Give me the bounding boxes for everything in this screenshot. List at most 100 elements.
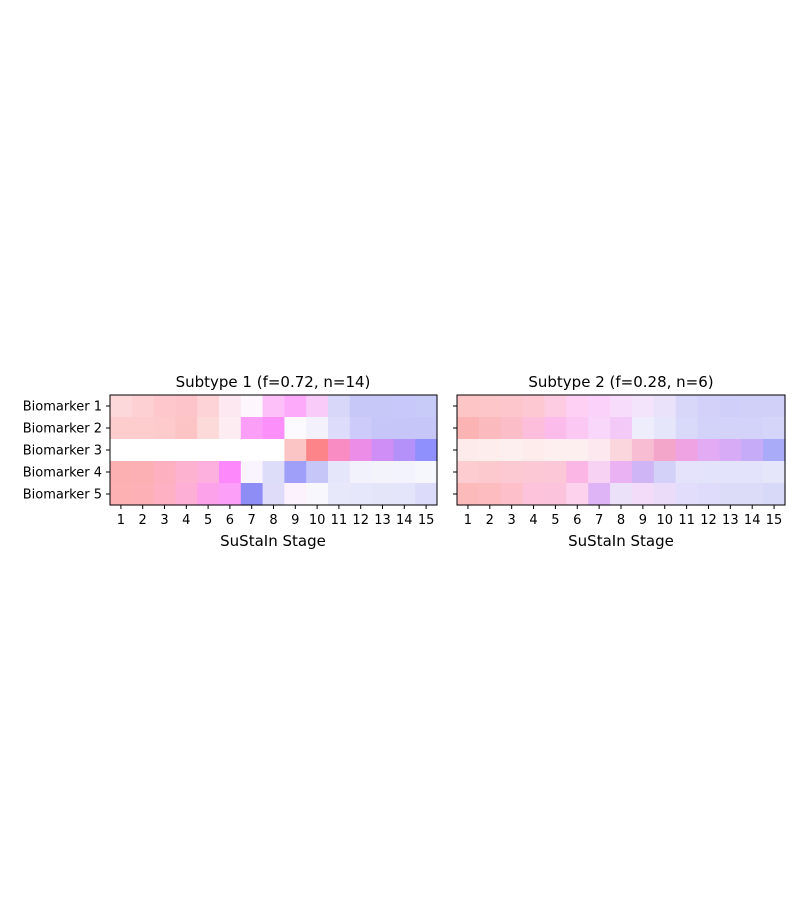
- heatmap-cell: [415, 483, 438, 506]
- heatmap-cell: [588, 439, 611, 462]
- heatmap-cells: [110, 395, 438, 506]
- heatmap-cell: [197, 395, 220, 418]
- x-tick-label: 1: [117, 513, 125, 528]
- heatmap-cell: [349, 439, 373, 462]
- x-tick-label: 13: [722, 513, 739, 528]
- heatmap-cell: [631, 395, 655, 418]
- heatmap-cell: [478, 483, 502, 506]
- heatmap-cell: [349, 417, 373, 440]
- heatmap-cell: [675, 483, 699, 506]
- heatmap-cell: [588, 417, 611, 440]
- heatmap-cell: [328, 483, 351, 506]
- heatmap-cell: [522, 417, 546, 440]
- x-tick-label: 5: [204, 513, 212, 528]
- heatmap-cell: [544, 439, 567, 462]
- heatmap-cell: [719, 417, 742, 440]
- heatmap-cell: [566, 417, 589, 440]
- x-tick-label: 1: [464, 513, 472, 528]
- heatmap-cell: [349, 483, 373, 506]
- heatmap-cell: [675, 417, 699, 440]
- heatmap-cell: [741, 417, 764, 440]
- x-tick-label: 7: [595, 513, 603, 528]
- x-tick-label: 14: [396, 513, 413, 528]
- x-tick-label: 3: [160, 513, 168, 528]
- heatmap-cell: [544, 395, 567, 418]
- heatmap-cell: [522, 461, 546, 484]
- heatmap-cell: [610, 483, 633, 506]
- heatmap-cell: [393, 417, 416, 440]
- heatmap-cell: [653, 439, 677, 462]
- heatmap-cell: [306, 483, 329, 506]
- heatmap-cell: [240, 461, 264, 484]
- heatmap-cell: [763, 417, 786, 440]
- x-tick-label: 10: [656, 513, 673, 528]
- x-tick-label: 14: [744, 513, 761, 528]
- heatmap-cell: [153, 439, 176, 462]
- heatmap-cell: [153, 483, 176, 506]
- heatmap-cell: [371, 439, 394, 462]
- x-tick-label: 5: [551, 513, 559, 528]
- x-tick-label: 13: [374, 513, 391, 528]
- x-tick-label: 12: [352, 513, 369, 528]
- y-tick-label: Biomarker 3: [23, 444, 102, 459]
- heatmap-cell: [741, 461, 764, 484]
- heatmap-cell: [153, 395, 176, 418]
- heatmap-cell: [306, 439, 329, 462]
- heatmap-cell: [349, 395, 373, 418]
- heatmap-cell: [415, 395, 438, 418]
- heatmap-cell: [588, 461, 611, 484]
- heatmap-cell: [457, 461, 480, 484]
- heatmap-cells: [457, 395, 786, 506]
- heatmap-cell: [393, 439, 416, 462]
- heatmap-cell: [697, 461, 720, 484]
- heatmap-cell: [131, 461, 155, 484]
- heatmap-cell: [153, 417, 176, 440]
- y-tick-label: Biomarker 1: [23, 400, 102, 415]
- heatmap-cell: [393, 395, 416, 418]
- heatmap-cell: [262, 417, 285, 440]
- heatmap-cell: [763, 439, 786, 462]
- heatmap-cell: [371, 461, 394, 484]
- y-tick-label: Biomarker 4: [23, 466, 102, 481]
- y-ticks: [453, 405, 457, 495]
- heatmap-panel-subtype-1: Subtype 1 (f=0.72, n=14) Biomarker 1 Biom…: [23, 373, 438, 550]
- heatmap-cell: [588, 395, 611, 418]
- heatmap-cell: [153, 461, 176, 484]
- heatmap-cell: [478, 417, 502, 440]
- heatmap-cell: [719, 461, 742, 484]
- heatmap-cell: [371, 417, 394, 440]
- heatmap-cell: [478, 439, 502, 462]
- heatmap-cell: [306, 417, 329, 440]
- heatmap-cell: [131, 417, 155, 440]
- heatmap-cell: [371, 395, 394, 418]
- heatmap-cell: [240, 483, 264, 506]
- heatmap-cell: [131, 483, 155, 506]
- heatmap-cell: [544, 461, 567, 484]
- y-tick-label: Biomarker 2: [23, 422, 102, 437]
- heatmap-cell: [544, 417, 567, 440]
- heatmap-cell: [500, 417, 524, 440]
- heatmap-cell: [697, 395, 720, 418]
- heatmap-cell: [478, 461, 502, 484]
- x-tick-label: 11: [678, 513, 695, 528]
- heatmap-cell: [478, 395, 502, 418]
- heatmap-cell: [284, 483, 307, 506]
- heatmap-cell: [522, 483, 546, 506]
- heatmap-cell: [393, 461, 416, 484]
- heatmap-cell: [175, 439, 198, 462]
- heatmap-cell: [457, 417, 480, 440]
- heatmap-cell: [610, 461, 633, 484]
- heatmap-cell: [719, 395, 742, 418]
- heatmap-cell: [610, 439, 633, 462]
- heatmap-cell: [110, 439, 133, 462]
- x-tick-label: 8: [269, 513, 277, 528]
- heatmap-cell: [110, 461, 133, 484]
- heatmap-cell: [544, 483, 567, 506]
- heatmap-cell: [262, 483, 285, 506]
- heatmap-cell: [500, 483, 524, 506]
- heatmap-cell: [219, 483, 242, 506]
- heatmap-cell: [631, 417, 655, 440]
- heatmap-cell: [219, 439, 242, 462]
- chart-title: Subtype 1 (f=0.72, n=14): [176, 373, 371, 391]
